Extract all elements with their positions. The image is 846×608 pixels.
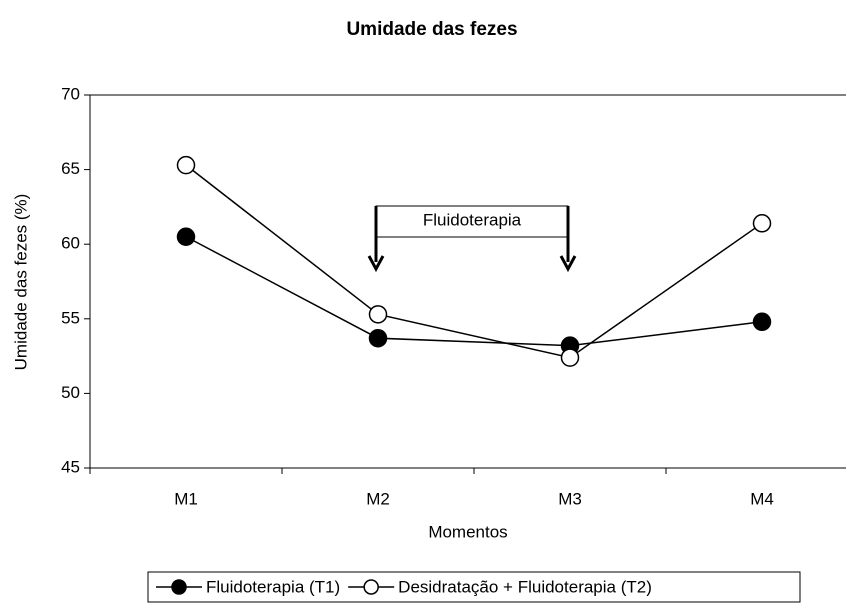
y-tick-label: 55 [61,308,80,327]
x-axis-label: Momentos [428,522,507,541]
marker [368,305,388,324]
x-tick-label: M2 [366,489,390,508]
y-tick-label: 45 [61,457,80,476]
legend-marker [363,579,379,595]
y-axis-label: Umidade das fezes (%) [11,194,30,371]
legend-label: Desidratação + Fluidoterapia (T2) [398,577,652,596]
annotation-arrowhead [367,255,385,273]
y-tick-label: 70 [61,84,80,103]
line [185,164,763,359]
y-tick-label: 60 [61,234,80,253]
legend-label: Fluidoterapia (T1) [206,577,340,596]
annotation-arrowhead [559,255,577,273]
x-tick-label: M3 [558,489,582,508]
marker [752,312,772,332]
y-tick-label: 50 [61,383,80,402]
legend-marker [171,579,187,595]
line [185,236,763,347]
annotation: Fluidoterapia [423,210,522,229]
marker [176,155,196,175]
x-tick-label: M4 [750,489,774,508]
x-tick-label: M1 [174,489,198,508]
marker [752,214,772,233]
y-tick-label: 65 [61,159,80,178]
chart-title: Umidade das fezes [346,19,517,40]
marker [560,348,580,367]
marker [368,328,388,348]
marker [176,227,196,246]
legend-box [147,571,801,603]
